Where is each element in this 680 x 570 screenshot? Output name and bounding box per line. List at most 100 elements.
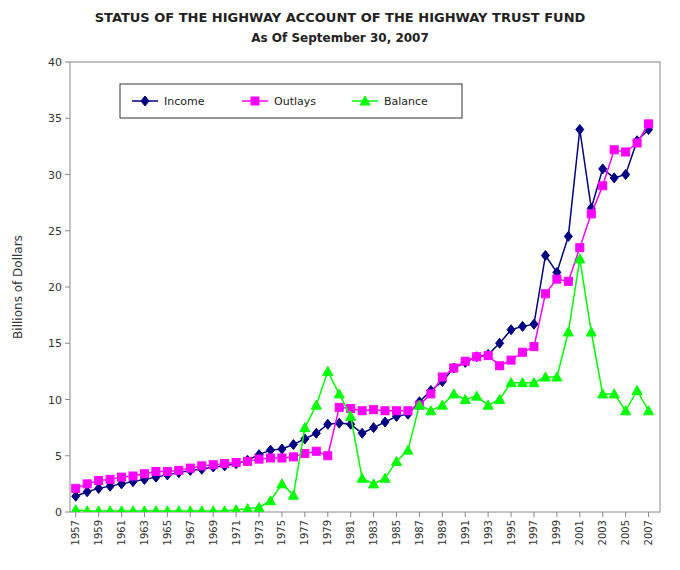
point: [541, 290, 549, 298]
legend-label: Outlays: [274, 95, 316, 108]
point: [414, 400, 424, 409]
y-tick: [65, 399, 70, 400]
point: [369, 479, 379, 488]
point: [152, 468, 160, 476]
point: [496, 338, 504, 348]
x-tick-label: 2007: [643, 520, 654, 545]
point: [484, 352, 492, 360]
point: [415, 401, 423, 409]
x-tick: [533, 512, 534, 517]
x-tick: [396, 512, 397, 517]
point: [265, 496, 275, 505]
point: [609, 389, 619, 398]
point: [393, 407, 401, 415]
chart: STATUS OF THE HIGHWAY ACCOUNT OF THE HIG…: [0, 0, 680, 570]
point: [540, 372, 550, 381]
x-tick-label: 1963: [139, 520, 150, 545]
y-tick: [65, 343, 70, 344]
x-tick-label: 1959: [93, 520, 104, 545]
point: [106, 475, 114, 483]
x-tick-label: 1979: [322, 520, 333, 545]
point: [633, 139, 641, 147]
x-tick-label: 1975: [276, 520, 287, 545]
point: [288, 490, 298, 499]
point: [553, 275, 561, 283]
point: [266, 454, 274, 462]
point: [483, 400, 493, 409]
point: [495, 395, 505, 404]
plot-data: [71, 120, 654, 512]
point: [587, 210, 595, 218]
point: [473, 352, 481, 362]
point: [231, 505, 241, 512]
x-tick: [144, 512, 145, 517]
point: [507, 356, 515, 364]
point: [244, 455, 252, 465]
point: [128, 506, 138, 512]
point: [598, 389, 608, 398]
x-tick: [602, 512, 603, 517]
point: [324, 452, 332, 460]
point: [243, 504, 253, 512]
x-tick-label: 1987: [414, 520, 425, 545]
x-tick: [190, 512, 191, 517]
point: [221, 460, 229, 468]
point: [118, 473, 126, 481]
y-tick: [65, 62, 70, 63]
point: [529, 378, 539, 387]
point: [175, 466, 183, 474]
point: [71, 505, 81, 512]
x-tick: [259, 512, 260, 517]
point: [645, 120, 653, 128]
point: [83, 480, 91, 488]
y-tick-label: 5: [55, 450, 62, 463]
point: [255, 455, 263, 463]
x-tick: [327, 512, 328, 517]
point: [162, 506, 172, 512]
point: [277, 479, 287, 488]
x-tick: [556, 512, 557, 517]
point: [254, 503, 264, 512]
point: [461, 357, 469, 367]
x-tick: [281, 512, 282, 517]
point: [232, 459, 240, 467]
point: [117, 506, 127, 512]
point: [621, 406, 631, 415]
point: [312, 447, 320, 455]
x-tick-label: 1971: [231, 520, 242, 545]
x-tick: [167, 512, 168, 517]
x-tick-label: 1993: [483, 520, 494, 545]
x-tick: [419, 512, 420, 517]
legend-marker: [251, 97, 259, 105]
point: [506, 378, 516, 387]
point: [381, 407, 389, 415]
plot-frame: [70, 62, 660, 512]
point: [563, 327, 573, 336]
series-line: [76, 130, 649, 497]
y-tick: [65, 455, 70, 456]
point: [610, 173, 618, 183]
point: [232, 459, 240, 469]
point: [472, 391, 482, 400]
x-tick: [579, 512, 580, 517]
x-tick-label: 2005: [620, 520, 631, 545]
point: [278, 454, 286, 462]
point: [576, 125, 584, 135]
point: [564, 277, 572, 285]
point: [370, 423, 378, 433]
point: [94, 506, 104, 512]
y-tick-label: 25: [48, 225, 62, 238]
point: [473, 353, 481, 361]
point: [289, 453, 297, 461]
point: [519, 321, 527, 331]
point: [461, 357, 469, 365]
point: [301, 450, 309, 458]
y-tick-label: 15: [48, 337, 62, 350]
x-tick-label: 2001: [574, 520, 585, 545]
x-tick: [373, 512, 374, 517]
y-tick-label: 40: [48, 56, 62, 69]
point: [82, 506, 92, 512]
point: [403, 445, 413, 454]
x-tick: [213, 512, 214, 517]
point: [450, 364, 458, 372]
